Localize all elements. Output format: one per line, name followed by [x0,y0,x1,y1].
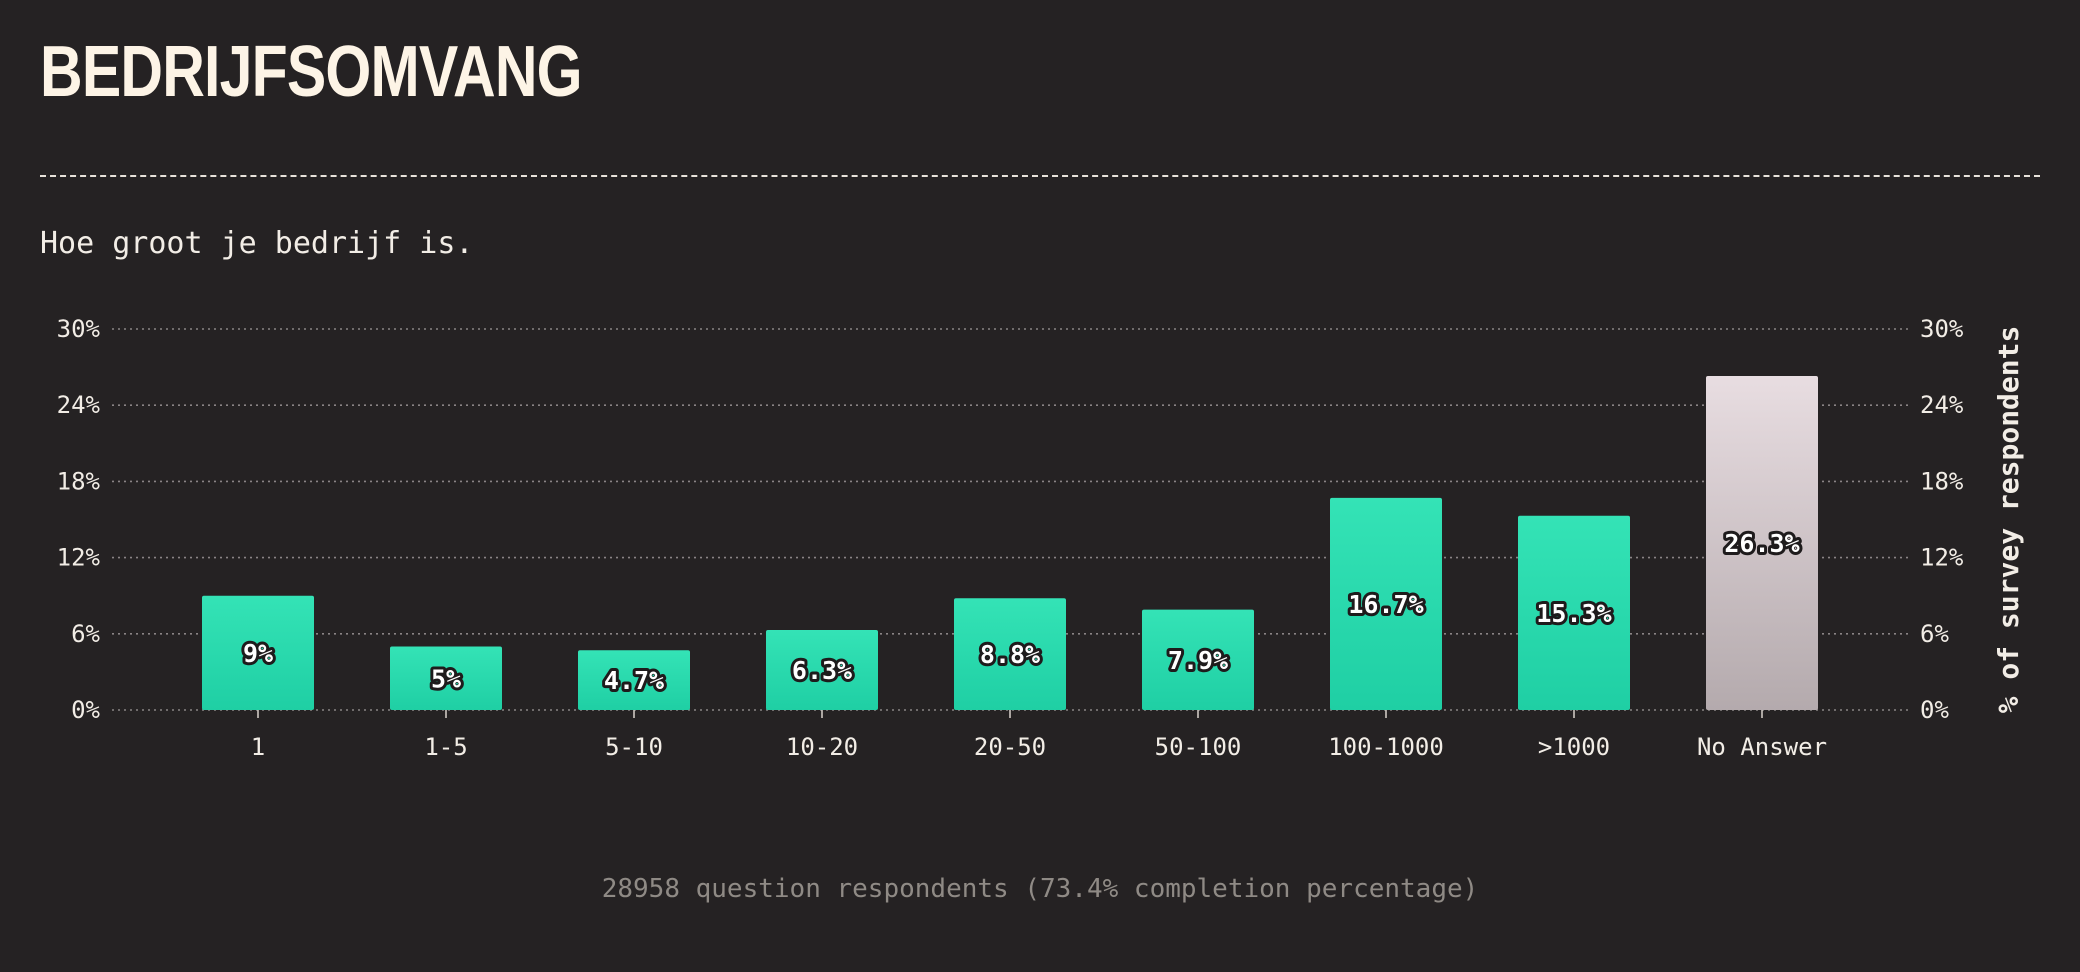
bar-value-label: 7.9% [1168,646,1228,675]
bar-value-label: 26.3% [1724,529,1799,558]
bar-value-label: 6.3% [792,656,852,685]
bar-value-label: 8.8% [980,640,1040,669]
y-tick-label-left: 30% [57,315,101,343]
x-tick-label: 50-100 [1155,733,1242,761]
bar [766,629,878,710]
value-labels: 9% 5% 4.7% 6.3% 8.8% 7.9% 16.7% 15.3% 26.3% [240,526,1803,698]
bar-value-label: 16.7% [1348,590,1423,619]
x-tick-label: 1 [251,733,265,761]
y-tick-label-left: 12% [57,544,101,572]
bar-chart: 9%5% 4.7% 6.3%8.8% 7.9%16.7% 15.3%26.3% 0% 0%… [57,315,2025,761]
bar [1142,609,1254,710]
y-tick-label-left: 18% [57,467,101,495]
bar [1518,515,1630,710]
y-tick-label-right: 30% [1920,315,1964,343]
respondents-footer: 28958 question respondents (73.4% comple… [601,874,1479,904]
bar [954,598,1066,710]
axis-ticks: 0% 0% 6% 6% 12% 12% 18% 18% 24% 24% 30% 30% 1 1-5 5-10… [57,315,1964,761]
bar-value-label: 4.7% [604,666,664,695]
y-axis-title: % of survey respondents [1992,326,2025,714]
y-tick-label-left: 0% [71,696,100,724]
x-tick-label: 100-1000 [1328,733,1444,761]
bar [202,595,314,710]
bar [1330,497,1442,710]
x-tick-label: No Answer [1697,733,1827,761]
bar-value-label: 9% [243,639,273,668]
y-tick-label-right: 6% [1920,620,1949,648]
page-title: BEDRIJFSOMVANG [40,32,583,112]
x-tick-label: 10-20 [786,733,858,761]
x-tick-label: 1-5 [424,733,467,761]
y-tick-label-left: 24% [57,391,101,419]
y-tick-label-right: 24% [1920,391,1964,419]
y-tick-label-right: 12% [1920,544,1964,572]
title-divider [40,175,2040,177]
x-tick-label: 20-50 [974,733,1046,761]
bars [202,375,1818,710]
y-tick-label-left: 6% [71,620,100,648]
page-subtitle: Hoe groot je bedrijf is. [40,226,474,261]
bar-value-label: 5% [431,664,461,693]
bar-value-label: 15.3% [1536,599,1611,628]
bar [1706,375,1818,710]
y-tick-label-right: 0% [1920,696,1949,724]
x-tick-label: 5-10 [605,733,663,761]
y-tick-label-right: 18% [1920,467,1964,495]
x-tick-label: >1000 [1538,733,1610,761]
bar [578,650,690,710]
bar [390,646,502,710]
